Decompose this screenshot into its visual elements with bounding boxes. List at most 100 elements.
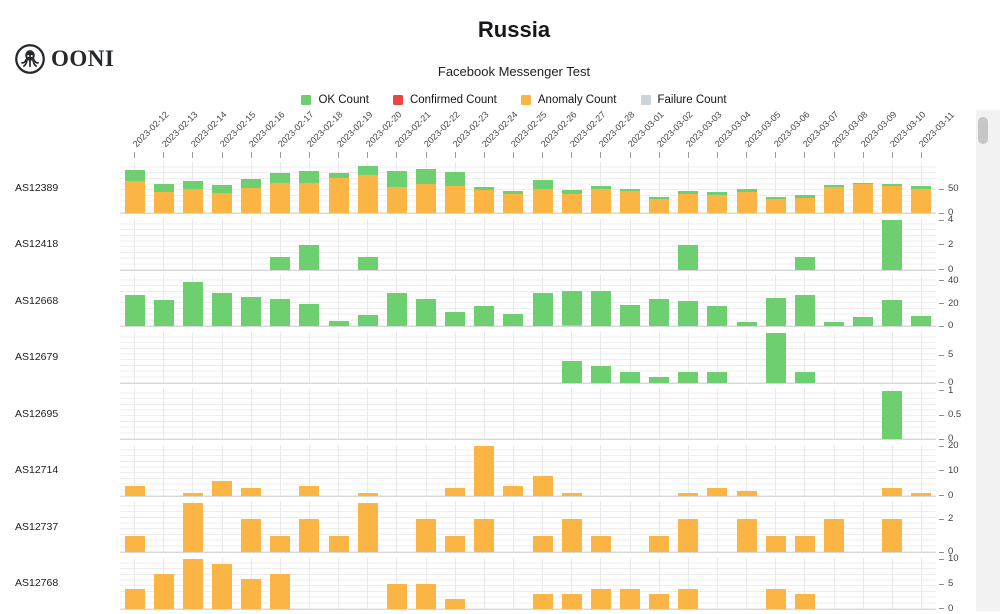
bar-ok-count[interactable] (678, 301, 699, 327)
bar-anomaly-count[interactable] (386, 584, 407, 609)
bar-anomaly-count[interactable] (241, 188, 262, 214)
bar-ok-count[interactable] (794, 294, 815, 327)
bar-anomaly-count[interactable] (124, 180, 145, 214)
bar-anomaly-count[interactable] (561, 493, 582, 496)
bar-anomaly-count[interactable] (182, 559, 203, 609)
bar-anomaly-count[interactable] (416, 584, 436, 609)
bar-anomaly-count[interactable] (270, 182, 291, 214)
bar-ok-count[interactable] (620, 304, 640, 327)
bar-anomaly-count[interactable] (707, 488, 728, 496)
bar-ok-count[interactable] (416, 168, 436, 185)
bar-ok-count[interactable] (911, 186, 932, 190)
bar-anomaly-count[interactable] (882, 519, 903, 553)
bar-ok-count[interactable] (649, 377, 670, 383)
bar-anomaly-count[interactable] (707, 195, 728, 214)
bar-ok-count[interactable] (678, 371, 699, 383)
bar-ok-count[interactable] (678, 191, 699, 195)
bar-ok-count[interactable] (474, 187, 495, 190)
bar-ok-count[interactable] (678, 244, 699, 270)
bar-ok-count[interactable] (794, 257, 815, 270)
bar-anomaly-count[interactable] (532, 475, 553, 496)
bar-anomaly-count[interactable] (241, 579, 262, 609)
bar-anomaly-count[interactable] (853, 184, 874, 214)
bar-ok-count[interactable] (765, 333, 786, 383)
bar-anomaly-count[interactable] (911, 189, 932, 214)
bar-ok-count[interactable] (357, 314, 378, 327)
bar-anomaly-count[interactable] (357, 175, 378, 214)
bar-anomaly-count[interactable] (357, 493, 378, 496)
bar-ok-count[interactable] (561, 291, 582, 326)
bar-ok-count[interactable] (590, 366, 611, 383)
bar-ok-count[interactable] (707, 371, 728, 383)
bar-anomaly-count[interactable] (590, 189, 611, 214)
bar-ok-count[interactable] (153, 300, 174, 327)
bar-anomaly-count[interactable] (678, 519, 699, 553)
bar-ok-count[interactable] (386, 293, 407, 327)
bar-ok-count[interactable] (882, 300, 903, 327)
bar-anomaly-count[interactable] (445, 186, 466, 214)
bar-ok-count[interactable] (765, 297, 786, 327)
bar-anomaly-count[interactable] (503, 485, 524, 496)
bar-anomaly-count[interactable] (911, 493, 932, 496)
bar-anomaly-count[interactable] (561, 519, 582, 553)
bar-anomaly-count[interactable] (153, 574, 174, 609)
bar-anomaly-count[interactable] (765, 199, 786, 214)
bar-ok-count[interactable] (270, 299, 291, 327)
bar-anomaly-count[interactable] (765, 535, 786, 553)
bar-anomaly-count[interactable] (212, 564, 232, 609)
bar-anomaly-count[interactable] (445, 488, 466, 496)
bar-ok-count[interactable] (182, 180, 203, 190)
bar-anomaly-count[interactable] (328, 177, 349, 214)
bar-anomaly-count[interactable] (561, 325, 582, 327)
bar-ok-count[interactable] (765, 196, 786, 200)
bar-ok-count[interactable] (503, 191, 524, 195)
scrollbar-track[interactable] (976, 110, 1000, 611)
bar-ok-count[interactable] (503, 313, 524, 327)
bar-anomaly-count[interactable] (620, 589, 640, 609)
bar-anomaly-count[interactable] (561, 193, 582, 214)
bar-anomaly-count[interactable] (182, 189, 203, 214)
bar-anomaly-count[interactable] (416, 184, 436, 214)
bar-ok-count[interactable] (736, 321, 757, 327)
bar-ok-count[interactable] (445, 311, 466, 327)
bar-ok-count[interactable] (241, 296, 262, 327)
bar-anomaly-count[interactable] (620, 191, 640, 214)
bar-anomaly-count[interactable] (241, 519, 262, 553)
bar-anomaly-count[interactable] (124, 535, 145, 553)
bar-ok-count[interactable] (212, 293, 232, 327)
bar-ok-count[interactable] (824, 321, 844, 327)
bar-ok-count[interactable] (794, 371, 815, 383)
bar-anomaly-count[interactable] (532, 189, 553, 214)
bar-anomaly-count[interactable] (736, 192, 757, 214)
bar-anomaly-count[interactable] (299, 519, 320, 553)
bar-anomaly-count[interactable] (474, 519, 495, 553)
bar-anomaly-count[interactable] (474, 189, 495, 214)
bar-anomaly-count[interactable] (212, 192, 232, 214)
bar-anomaly-count[interactable] (532, 535, 553, 553)
bar-anomaly-count[interactable] (241, 488, 262, 496)
bar-anomaly-count[interactable] (124, 485, 145, 496)
bar-ok-count[interactable] (853, 317, 874, 327)
bar-anomaly-count[interactable] (590, 535, 611, 553)
bar-anomaly-count[interactable] (182, 493, 203, 496)
bar-ok-count[interactable] (882, 220, 903, 270)
bar-anomaly-count[interactable] (678, 589, 699, 609)
bar-ok-count[interactable] (357, 166, 378, 176)
bar-anomaly-count[interactable] (416, 519, 436, 553)
bar-ok-count[interactable] (416, 299, 436, 327)
bar-ok-count[interactable] (561, 360, 582, 383)
bar-anomaly-count[interactable] (736, 519, 757, 553)
bar-ok-count[interactable] (911, 316, 932, 327)
bar-anomaly-count[interactable] (882, 488, 903, 496)
bar-ok-count[interactable] (270, 173, 291, 183)
bar-ok-count[interactable] (299, 170, 320, 184)
bar-ok-count[interactable] (299, 244, 320, 270)
bar-anomaly-count[interactable] (794, 535, 815, 553)
bar-ok-count[interactable] (182, 282, 203, 327)
bar-anomaly-count[interactable] (882, 186, 903, 214)
bar-ok-count[interactable] (561, 189, 582, 194)
bar-anomaly-count[interactable] (794, 593, 815, 609)
bar-anomaly-count[interactable] (357, 502, 378, 553)
bar-ok-count[interactable] (736, 189, 757, 193)
bar-ok-count[interactable] (212, 185, 232, 193)
